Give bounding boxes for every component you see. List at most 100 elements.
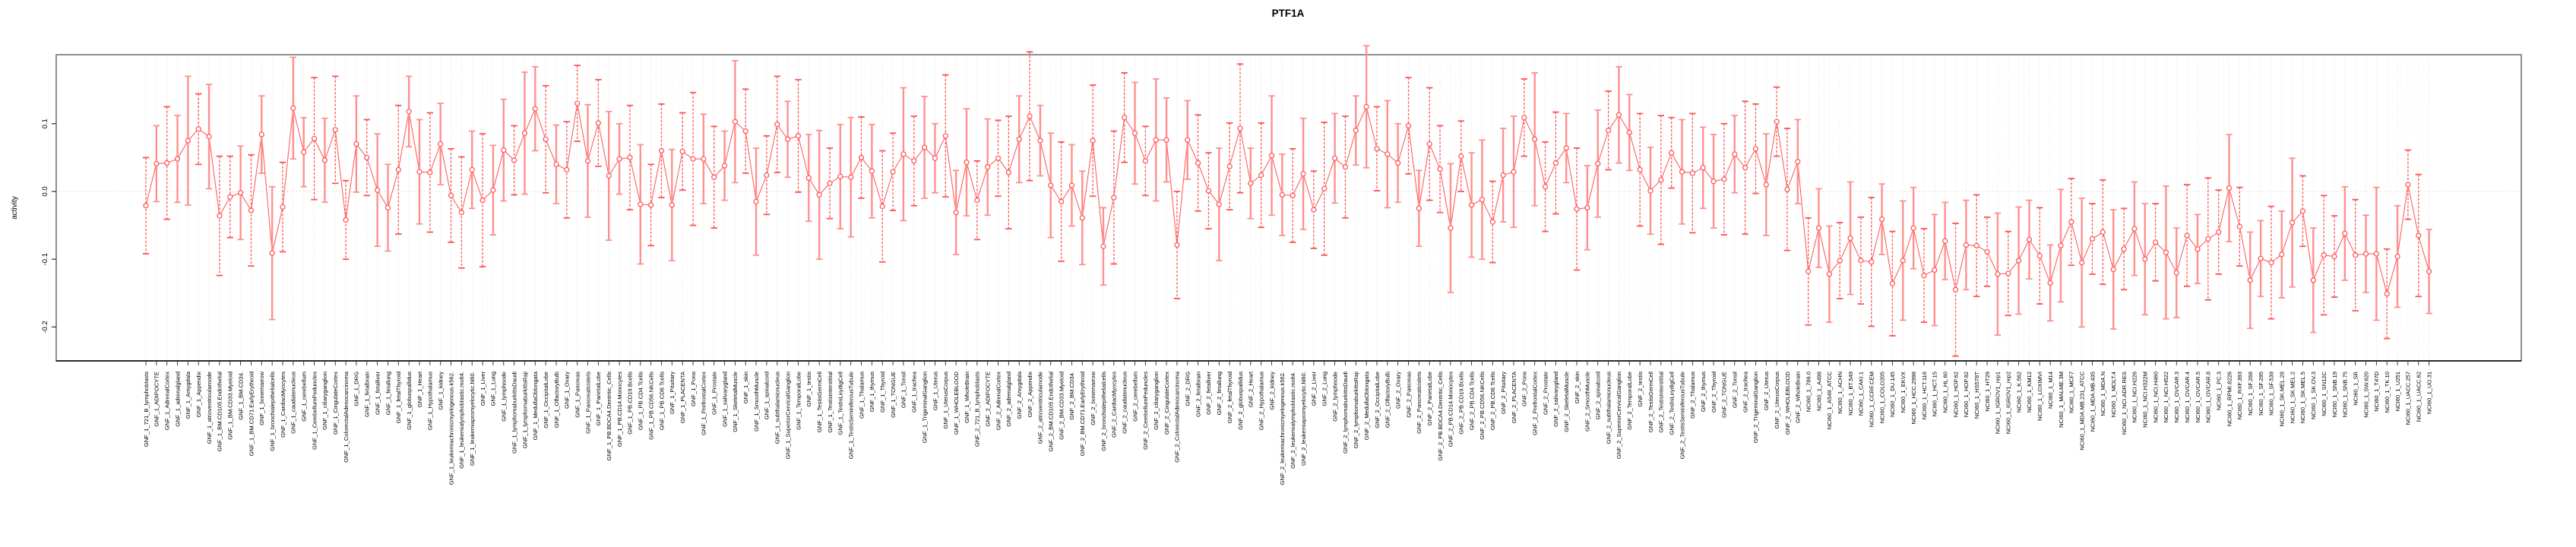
x-tick-label: NCI60_1_A498 bbox=[1815, 372, 1822, 411]
data-point bbox=[785, 136, 791, 142]
y-tick-label: 0.1 bbox=[41, 119, 49, 128]
x-tick-label: NCI60_1_HT29 bbox=[1984, 372, 1991, 412]
x-tick-label: NCI60_1_CCRF.CEM bbox=[1869, 372, 1875, 427]
x-tick-label: GNF_2_Uterus bbox=[1763, 372, 1770, 410]
data-point bbox=[1079, 215, 1085, 221]
x-tick-label: NCI60_1_SF.539 bbox=[2268, 372, 2275, 416]
data-point bbox=[479, 197, 486, 204]
x-tick-label: GNF_2_bronchialepithelialcells bbox=[1100, 372, 1107, 451]
x-tick-label: NCI60_1_M14 bbox=[2047, 372, 2054, 409]
x-tick-label: GNF_2_PB.CD8.Tcells bbox=[1489, 372, 1496, 430]
x-tick-label: GNF_1_fetalbrain bbox=[364, 372, 371, 417]
data-point bbox=[1248, 180, 1254, 186]
x-tick-label: GNF_1_DRG bbox=[353, 372, 360, 406]
x-tick-label: GNF_1_Pituitary bbox=[669, 372, 676, 414]
data-point bbox=[1732, 151, 1738, 157]
data-point bbox=[2195, 246, 2201, 252]
x-tick-label: GNF_2_Appendix bbox=[1027, 372, 1033, 418]
x-tick-label: NCI60_1_HCC.2998 bbox=[1910, 372, 1917, 425]
data-point bbox=[1700, 165, 1706, 171]
x-tick-label: GNF_2_TrigeminalGanglion bbox=[1752, 372, 1759, 443]
data-point bbox=[1385, 151, 1391, 157]
x-tick-label: NCI60_1_NCI.H522 bbox=[2163, 372, 2169, 423]
data-point bbox=[2068, 219, 2074, 225]
data-point bbox=[2258, 255, 2264, 261]
x-tick-label: GNF_1_PB.BDCA4.Dentritic_Cells bbox=[606, 372, 612, 461]
x-tick-label: NCI60_1_SNB.75 bbox=[2342, 372, 2349, 417]
x-tick-label: GNF_2_WHOLEBLOOD bbox=[1784, 371, 1791, 435]
data-point bbox=[1458, 153, 1464, 160]
x-tick-label: GNF_2_globuspallidus bbox=[1237, 372, 1244, 430]
data-point bbox=[638, 201, 644, 207]
x-tick-label: GNF_2_SkeletalMuscle bbox=[1563, 372, 1570, 432]
x-tick-label: NCI60_1_SK.OV.3 bbox=[2310, 372, 2317, 419]
x-tick-label: GNF_1_Prostate bbox=[711, 372, 718, 415]
x-tick-label: GNF_2_adrenalgland bbox=[1005, 372, 1012, 427]
data-point bbox=[1489, 219, 1495, 225]
data-point bbox=[1932, 267, 1938, 274]
x-tick-label: GNF_1_WHOLEBLOOD bbox=[953, 371, 960, 435]
data-point bbox=[1321, 185, 1328, 192]
x-tick-label: GNF_2_UterusCorpus bbox=[1774, 372, 1780, 429]
data-point bbox=[1090, 138, 1096, 144]
x-tick-label: GNF_2_Pituitary bbox=[1500, 372, 1507, 414]
data-point bbox=[2384, 291, 2390, 297]
data-point bbox=[2163, 249, 2169, 255]
x-tick-label: NCI60_1_K.562 bbox=[2015, 372, 2022, 413]
x-tick-label: GNF_2_Hypothalamus bbox=[1258, 372, 1265, 430]
x-tick-label: NCI60_1_OVCAR.4 bbox=[2184, 372, 2191, 423]
data-point bbox=[416, 169, 422, 175]
x-tick-label: GNF_1_adrenalgland bbox=[174, 372, 181, 427]
x-tick-label: GNF_1_Appendix bbox=[195, 372, 202, 418]
data-point bbox=[1437, 166, 1443, 172]
data-point bbox=[1847, 235, 1853, 242]
x-tick-label: GNF_1_PrefrontalCortex bbox=[701, 372, 707, 435]
x-tick-label: GNF_2_kidney bbox=[1268, 372, 1275, 410]
x-tick-label: NCI60_1_IGROV1_rep2 bbox=[2005, 372, 2012, 434]
data-point bbox=[395, 166, 401, 173]
x-tick-label: GNF_1_CerebellumPeduncles bbox=[311, 372, 318, 450]
x-tick-label: GNF_1_fetalliver bbox=[374, 372, 381, 415]
x-tick-label: GNF_2_leukemialymphoblastic.molt4. bbox=[1290, 372, 1296, 469]
data-point bbox=[2100, 229, 2106, 236]
x-tick-label: GNF_1_Hypothalamus bbox=[427, 372, 434, 430]
x-tick-label: GNF_1_trachea bbox=[911, 371, 918, 413]
x-tick-label: GNF_2_BM.CD33.Myeloid bbox=[1058, 372, 1065, 440]
data-point bbox=[932, 155, 938, 161]
x-tick-label: GNF_1_bronchialepithelialcells bbox=[269, 372, 276, 451]
data-point bbox=[1363, 103, 1369, 110]
x-tick-label: GNF_1_721_B_lymphoblasts bbox=[143, 372, 150, 447]
x-tick-label: GNF_1_fetalThyroid bbox=[395, 372, 402, 423]
x-tick-label: GNF_2_cerebellum bbox=[1131, 372, 1138, 422]
x-tick-label: GNF_1_thymus bbox=[869, 372, 875, 412]
x-tick-label: GNF_1_UterusCorpus bbox=[942, 372, 949, 429]
x-tick-label: GNF_2_Pancreas bbox=[1405, 372, 1412, 418]
data-point bbox=[1142, 158, 1148, 164]
data-point bbox=[627, 154, 633, 160]
data-point bbox=[406, 109, 412, 115]
data-point bbox=[1752, 146, 1759, 152]
x-tick-label: GNF_2_PB.CD56.NKCells bbox=[1479, 372, 1486, 440]
x-tick-label: GNF_1_PB.CD14.Monocytes bbox=[616, 372, 623, 447]
x-tick-label: GNF_2_PB.BDCA4.Dentritic_Cells bbox=[1437, 372, 1444, 461]
data-point bbox=[1910, 225, 1916, 231]
x-tick-label: GNF_2_CardiacMyocytes bbox=[1111, 372, 1118, 438]
x-tick-label: GNF_1_Thalamus bbox=[858, 372, 865, 419]
data-point bbox=[1216, 201, 1222, 207]
x-tick-label: GNF_2_Pancreaticislets bbox=[1416, 372, 1422, 434]
x-tick-label: GNF_2_Ovary bbox=[1395, 372, 1402, 409]
data-point bbox=[1100, 243, 1106, 249]
data-point bbox=[1395, 160, 1401, 166]
data-point bbox=[1279, 191, 1285, 198]
data-point bbox=[1005, 169, 1011, 175]
data-point bbox=[458, 210, 464, 216]
data-point bbox=[805, 175, 812, 181]
data-point bbox=[1889, 280, 1896, 286]
data-point bbox=[2426, 268, 2432, 274]
data-point bbox=[1205, 188, 1212, 194]
data-point bbox=[1416, 205, 1422, 211]
x-tick-label: GNF_1_PB.CD4.Tcells bbox=[638, 372, 644, 430]
data-point bbox=[2089, 236, 2096, 242]
data-point bbox=[217, 213, 223, 219]
x-tick-label: GNF_2_OccipitalLobe bbox=[1374, 372, 1381, 428]
